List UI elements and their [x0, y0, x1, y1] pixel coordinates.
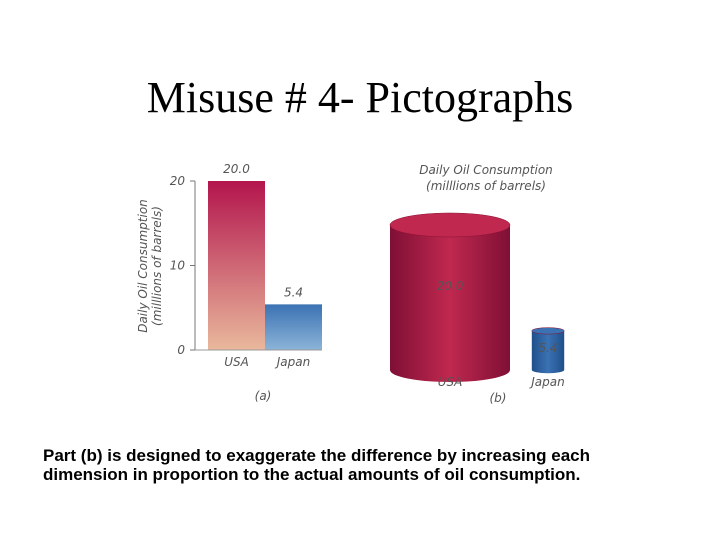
x-tick-label: Japan [529, 375, 564, 389]
panel-label: (b) [490, 391, 507, 405]
panel-label: (a) [255, 389, 272, 403]
y-tick-label: 10 [170, 259, 186, 273]
y-axis-label: Daily Oil Consumption [136, 199, 150, 333]
chart-title: Daily Oil Consumption [419, 163, 553, 177]
y-tick-label: 0 [177, 343, 185, 357]
cylinder-body [390, 225, 510, 382]
cylinder-body [531, 330, 565, 374]
bar [265, 304, 322, 350]
value-label: 20.0 [223, 162, 250, 176]
value-label: 5.4 [284, 285, 303, 299]
chart-title: (milllions of barrels) [426, 179, 546, 193]
value-label: 20.0 [437, 279, 464, 293]
x-tick-label: Japan [275, 355, 310, 369]
x-tick-label: USA [438, 375, 463, 389]
y-tick-label: 20 [170, 174, 186, 188]
caption-line: dimension in proportion to the actual am… [43, 465, 580, 484]
cylinder-top [531, 327, 565, 335]
cylinder-top [389, 212, 511, 238]
bar [208, 181, 265, 350]
slide-title: Misuse # 4- Pictographs [147, 73, 574, 122]
x-tick-label: USA [224, 355, 249, 369]
y-axis-label: (milllions of barrels) [150, 206, 164, 326]
value-label: 5.4 [538, 341, 557, 355]
caption-line: Part (b) is designed to exaggerate the d… [43, 446, 590, 465]
